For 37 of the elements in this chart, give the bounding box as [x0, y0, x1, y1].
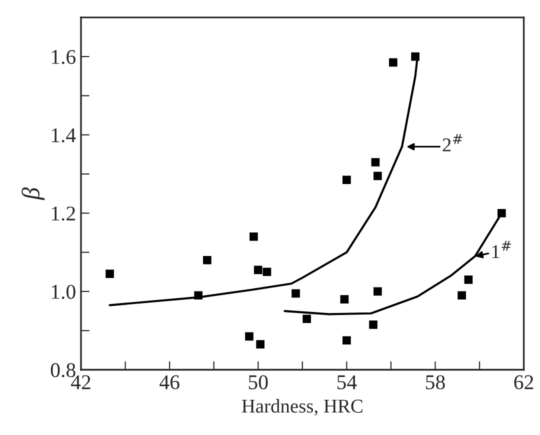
annotation: 2$^{#}$ — [442, 134, 462, 152]
point — [194, 291, 203, 300]
y-tick-label: 1.6 — [52, 50, 76, 64]
x-axis-title: Hardness, HRC — [242, 399, 362, 416]
point — [464, 276, 473, 284]
point — [254, 266, 262, 274]
point — [374, 287, 382, 296]
point — [203, 256, 212, 264]
point — [458, 291, 466, 300]
point — [411, 52, 420, 61]
point — [106, 270, 114, 278]
point — [371, 158, 380, 166]
point — [342, 336, 351, 345]
x-tick-label: 58 — [426, 375, 445, 390]
point — [302, 314, 311, 324]
point — [250, 232, 258, 241]
point — [374, 172, 382, 180]
x-tick-label: 54 — [337, 375, 357, 390]
y-tick-label: 1.0 — [52, 284, 76, 299]
point — [369, 320, 378, 329]
y-axis-title: β — [22, 187, 45, 200]
x-tick-label: 50 — [248, 375, 268, 390]
x-tick-label: 62 — [514, 375, 534, 390]
point — [497, 208, 506, 218]
point — [292, 289, 300, 298]
point — [262, 268, 272, 276]
x-tick-label: 46 — [160, 375, 180, 390]
point — [256, 340, 264, 348]
point — [389, 58, 398, 67]
x-tick-label: 42 — [70, 375, 90, 390]
point — [340, 295, 349, 304]
point — [245, 332, 254, 341]
y-tick-label: 1.2 — [52, 206, 75, 221]
y-tick-label: 0.8 — [50, 363, 76, 378]
y-tick-label: 1.4 — [52, 128, 76, 142]
point — [342, 176, 351, 184]
annotation: 1$^{#}$ — [492, 240, 511, 258]
